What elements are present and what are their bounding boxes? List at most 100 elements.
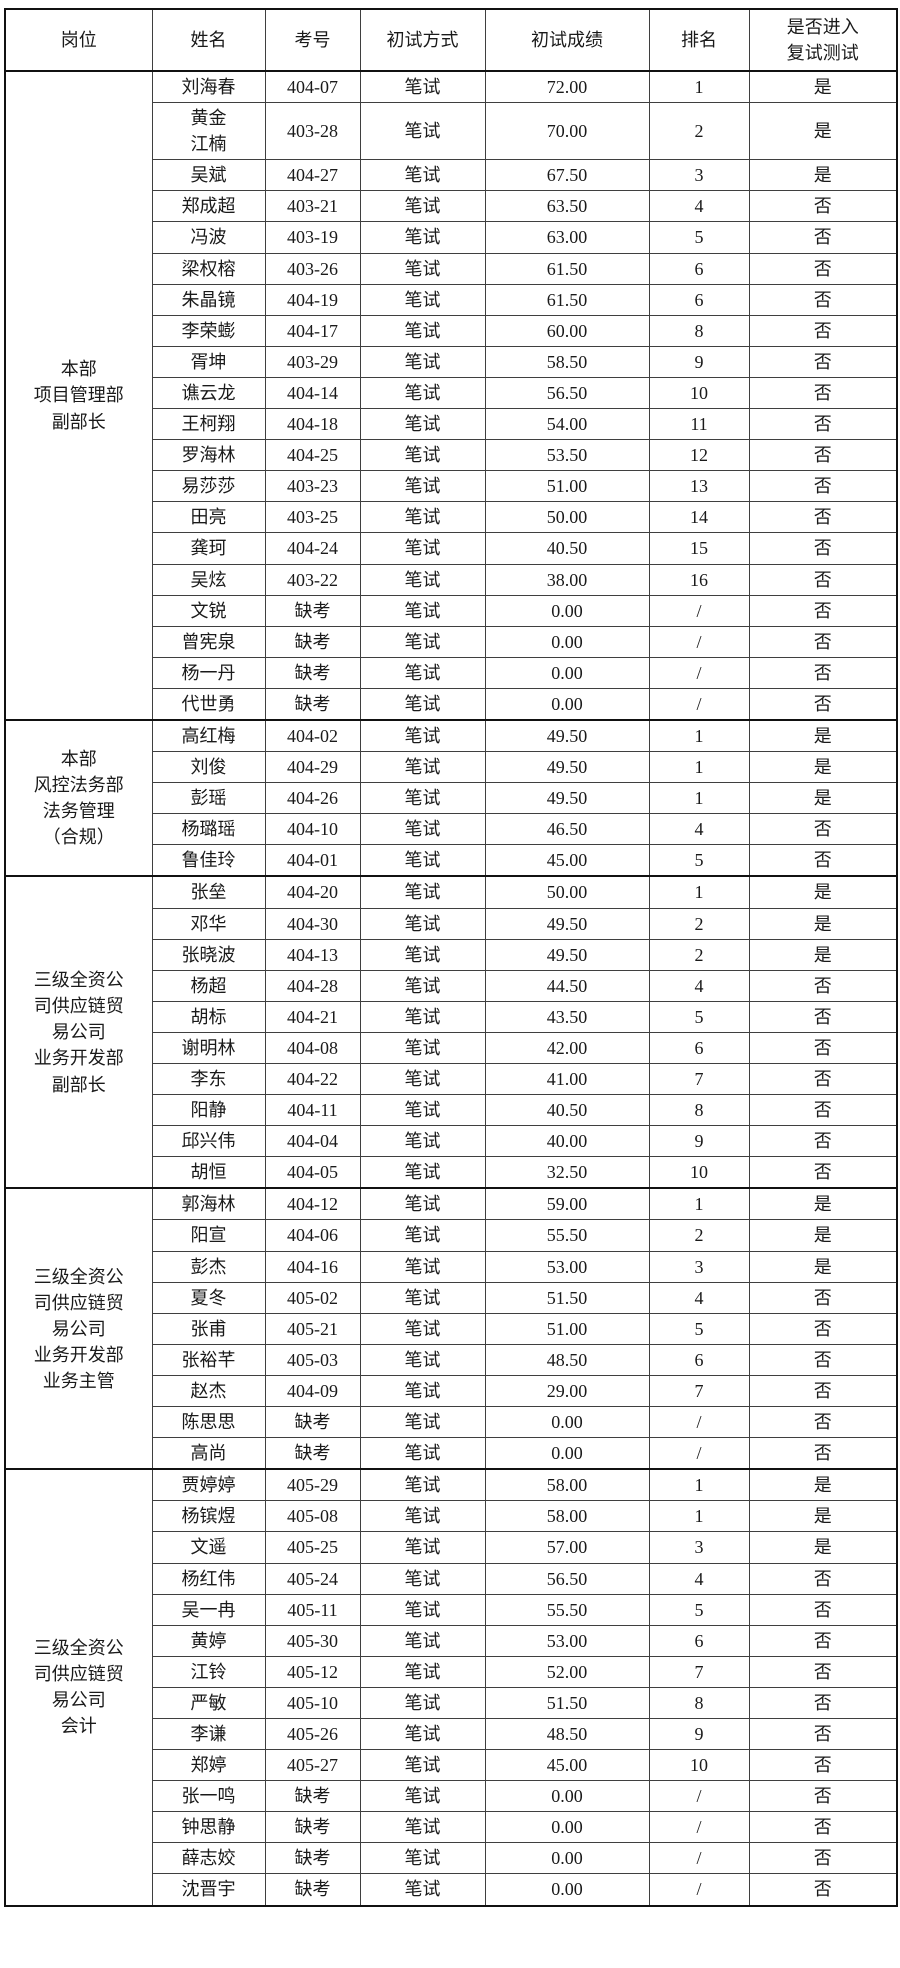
exam-no-cell: 404-20 bbox=[264, 875, 361, 909]
name-cell: 李东 bbox=[151, 1062, 266, 1096]
name-cell: 刘俊 bbox=[151, 751, 266, 784]
score-cell: 60.00 bbox=[484, 314, 650, 347]
exam-no-cell: 缺考 bbox=[264, 687, 361, 721]
table-row: 张甫 405-21 笔试 51.00 5 否 bbox=[5, 1312, 898, 1345]
exam-no-cell: 缺考 bbox=[264, 594, 361, 627]
rank-cell: 4 bbox=[648, 813, 750, 846]
table-row: 本部 风控法务部 法务管理 （合规） 高红梅 404-02 笔试 49.50 1 是 bbox=[4, 718, 898, 877]
exam-no-cell: 405-03 bbox=[264, 1343, 361, 1376]
score-cell: 0.00 bbox=[484, 687, 650, 721]
exam-no-cell: 403-21 bbox=[264, 190, 361, 223]
table-row: 三级全资公 司供应链贸 易公司 业务开发部 业务主管 郭海林 404-12 笔试 59.… bbox=[4, 1187, 898, 1470]
method-cell: 笔试 bbox=[359, 1281, 486, 1314]
rank-cell: 4 bbox=[648, 190, 750, 223]
name-cell: 冯波 bbox=[151, 221, 266, 254]
column-header-method: 初试方式 bbox=[359, 8, 486, 72]
exam-no-cell: 404-08 bbox=[264, 1031, 361, 1065]
exam-no-cell: 404-26 bbox=[264, 782, 361, 815]
exam-no-cell: 404-04 bbox=[264, 1125, 361, 1158]
exam-no-cell: 404-07 bbox=[264, 70, 361, 104]
table-row: 杨璐瑶 404-10 笔试 46.50 4 否 bbox=[5, 813, 898, 846]
method-cell: 笔试 bbox=[359, 532, 486, 565]
rank-cell: 10 bbox=[648, 1156, 750, 1189]
rank-cell: 9 bbox=[648, 1717, 750, 1751]
method-cell: 笔试 bbox=[359, 938, 486, 971]
name-cell: 彭杰 bbox=[151, 1250, 266, 1283]
method-cell: 笔试 bbox=[359, 408, 486, 441]
method-cell: 笔试 bbox=[359, 439, 486, 472]
exam-no-cell: 404-21 bbox=[264, 1000, 361, 1033]
exam-no-cell: 405-21 bbox=[264, 1312, 361, 1345]
score-cell: 0.00 bbox=[484, 625, 650, 658]
name-cell: 梁权榕 bbox=[151, 252, 266, 285]
exam-no-cell: 403-25 bbox=[264, 501, 361, 534]
rank-cell: 1 bbox=[648, 1187, 750, 1221]
advance-cell: 否 bbox=[748, 1655, 898, 1688]
table-row: 薛志姣 缺考 笔试 0.00/否 bbox=[5, 1842, 898, 1875]
method-cell: 笔试 bbox=[359, 813, 486, 846]
name-cell: 胡标 bbox=[151, 1000, 266, 1033]
method-cell: 笔试 bbox=[359, 1468, 486, 1502]
name-cell: 阳宣 bbox=[151, 1219, 266, 1252]
table-row: 张裕芊 405-03 笔试 48.50 6 否 bbox=[5, 1343, 898, 1376]
rank-cell: 6 bbox=[648, 252, 750, 285]
score-cell: 0.00 bbox=[484, 1437, 650, 1470]
rank-cell: 5 bbox=[648, 221, 750, 254]
method-cell: 笔试 bbox=[359, 1593, 486, 1626]
rank-cell: 7 bbox=[648, 1062, 750, 1096]
exam-no-cell: 缺考 bbox=[264, 625, 361, 658]
method-cell: 笔试 bbox=[359, 501, 486, 534]
method-cell: 笔试 bbox=[359, 1156, 486, 1189]
score-cell: 43.50 bbox=[484, 1000, 650, 1033]
score-cell: 42.00 bbox=[484, 1031, 650, 1065]
advance-cell: 是 bbox=[748, 875, 898, 909]
name-cell: 田亮 bbox=[151, 501, 266, 534]
exam-no-cell: 404-05 bbox=[264, 1156, 361, 1189]
name-cell: 杨镔煜 bbox=[151, 1500, 266, 1533]
score-cell: 45.00 bbox=[484, 844, 650, 877]
rank-cell: 14 bbox=[648, 501, 750, 534]
name-cell: 易莎莎 bbox=[151, 470, 266, 503]
score-cell: 57.00 bbox=[484, 1531, 650, 1564]
advance-cell: 否 bbox=[748, 439, 898, 472]
exam-no-cell: 405-30 bbox=[264, 1624, 361, 1657]
score-cell: 55.50 bbox=[484, 1219, 650, 1252]
name-cell: 李荣蟛 bbox=[151, 314, 266, 347]
rank-cell: / bbox=[648, 1873, 750, 1907]
exam-no-cell: 404-28 bbox=[264, 969, 361, 1002]
name-cell: 杨璐瑶 bbox=[151, 813, 266, 846]
name-cell: 文遥 bbox=[151, 1531, 266, 1564]
method-cell: 笔试 bbox=[359, 283, 486, 316]
exam-no-cell: 404-11 bbox=[264, 1094, 361, 1127]
name-cell: 胥坤 bbox=[151, 345, 266, 378]
exam-no-cell: 404-19 bbox=[264, 283, 361, 316]
method-cell: 笔试 bbox=[359, 1219, 486, 1252]
table-row: 谢明林 404-08 笔试 42.00 6 否 bbox=[5, 1031, 898, 1065]
advance-cell: 否 bbox=[748, 1749, 898, 1782]
score-cell: 0.00 bbox=[484, 1406, 650, 1439]
advance-cell: 否 bbox=[748, 532, 898, 565]
score-cell: 63.50 bbox=[484, 190, 650, 223]
name-cell: 王柯翔 bbox=[151, 408, 266, 441]
advance-cell: 是 bbox=[748, 1187, 898, 1221]
exam-no-cell: 404-02 bbox=[264, 718, 361, 753]
exam-no-cell: 405-12 bbox=[264, 1655, 361, 1688]
method-cell: 笔试 bbox=[359, 1187, 486, 1221]
exam-no-cell: 404-24 bbox=[264, 532, 361, 565]
score-cell: 56.50 bbox=[484, 1562, 650, 1595]
method-cell: 笔试 bbox=[359, 1312, 486, 1345]
rank-cell: 5 bbox=[648, 844, 750, 877]
score-cell: 0.00 bbox=[484, 1780, 650, 1813]
table-header: 岗位 姓名 考号 初试方式 初试成绩 排名 是否进入 复试测试 bbox=[4, 8, 898, 72]
exam-no-cell: 404-22 bbox=[264, 1062, 361, 1096]
exam-no-cell: 缺考 bbox=[264, 656, 361, 689]
score-cell: 51.00 bbox=[484, 1312, 650, 1345]
table-row: 李谦 405-26 笔试 48.50 9 否 bbox=[5, 1717, 898, 1751]
method-cell: 笔试 bbox=[359, 1531, 486, 1564]
name-cell: 沈晋宇 bbox=[151, 1873, 266, 1907]
rank-cell: 9 bbox=[648, 345, 750, 378]
score-cell: 51.50 bbox=[484, 1281, 650, 1314]
advance-cell: 是 bbox=[748, 70, 898, 104]
name-cell: 谢明林 bbox=[151, 1031, 266, 1065]
table-row: 黄金 江楠 403-28 笔试 70.00 2 是 bbox=[5, 102, 898, 161]
